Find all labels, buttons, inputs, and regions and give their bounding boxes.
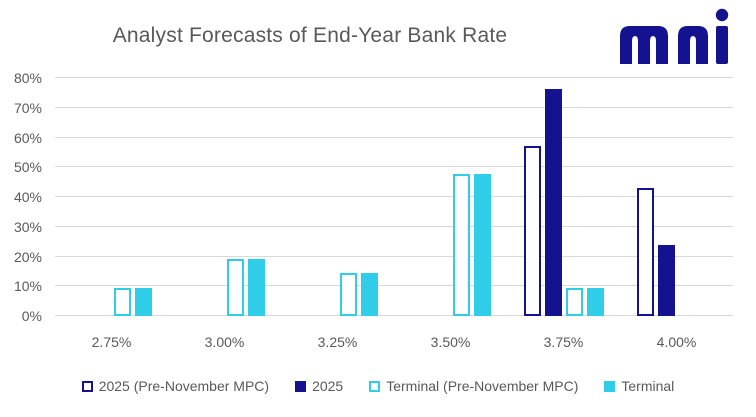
legend-item: 2025 (Pre-November MPC) [81, 378, 270, 394]
x-axis-tick-label: 3.50% [430, 334, 471, 350]
gridline [55, 166, 733, 168]
bar [636, 188, 654, 316]
bar [544, 89, 562, 316]
bar [452, 174, 470, 316]
bar [523, 146, 541, 316]
x-axis-tick-label: 3.25% [317, 334, 358, 350]
gridline [55, 315, 733, 316]
legend-label: Terminal [621, 378, 675, 394]
gridline [55, 285, 733, 287]
gridline [55, 255, 733, 257]
y-axis-tick-label: 60% [13, 129, 42, 146]
legend-marker-icon [369, 380, 381, 392]
y-axis-tick-label: 40% [13, 189, 42, 205]
bar [134, 287, 152, 316]
bar [360, 273, 378, 316]
bar [473, 174, 491, 316]
y-axis-tick-label: 50% [13, 159, 42, 176]
y-axis-tick-label: 70% [13, 99, 42, 116]
x-axis-tick-label: 3.75% [543, 334, 584, 350]
y-axis-tick-label: 30% [13, 218, 42, 235]
legend-label: Terminal (Pre-November MPC) [386, 378, 579, 394]
x-axis: 2.75% 3.00% 3.25% 3.50% 3.75% 4.00% [55, 334, 733, 350]
bar [226, 259, 244, 316]
y-axis: 0% 10% 20% 30% 40% 50% 60% 70% 80% [0, 70, 50, 324]
category-group [168, 78, 281, 316]
legend-marker-icon [604, 380, 616, 392]
y-axis-tick-label: 80% [13, 70, 42, 86]
bar [113, 287, 131, 316]
category-group [55, 78, 168, 316]
legend-marker-icon [295, 380, 307, 392]
plot-area [55, 77, 733, 316]
category-group [620, 78, 733, 316]
gridline [55, 106, 733, 108]
bar-groups [55, 78, 733, 316]
legend-label: 2025 [312, 378, 344, 394]
bar [247, 259, 265, 316]
gridline [55, 225, 733, 227]
y-axis-tick-label: 10% [13, 278, 42, 295]
legend: 2025 (Pre-November MPC) 2025 Terminal (Pre… [0, 378, 756, 394]
mni-logo [608, 8, 744, 71]
bar [565, 287, 583, 316]
legend-marker-icon [81, 380, 93, 392]
chart-title: Analyst Forecasts of End-Year Bank Rate [112, 24, 508, 47]
bar [339, 273, 357, 316]
y-axis-tick-label: 20% [13, 248, 42, 265]
y-axis-tick-label: 0% [21, 308, 42, 324]
legend-item: Terminal [604, 378, 674, 394]
x-axis-tick-label: 2.75% [91, 334, 132, 350]
gridline [55, 77, 733, 78]
legend-item: Terminal (Pre-November MPC) [369, 378, 578, 394]
gridline [55, 136, 733, 138]
legend-item: 2025 [295, 378, 343, 394]
gridline [55, 196, 733, 197]
legend-label: 2025 (Pre-November MPC) [98, 378, 270, 394]
bar [586, 287, 604, 316]
mni-logo-icon [620, 8, 729, 64]
x-axis-tick-label: 3.00% [204, 334, 245, 350]
category-group [281, 78, 394, 316]
category-group [394, 78, 507, 316]
category-group [507, 78, 620, 316]
x-axis-tick-label: 4.00% [656, 334, 697, 350]
bar [657, 245, 675, 316]
